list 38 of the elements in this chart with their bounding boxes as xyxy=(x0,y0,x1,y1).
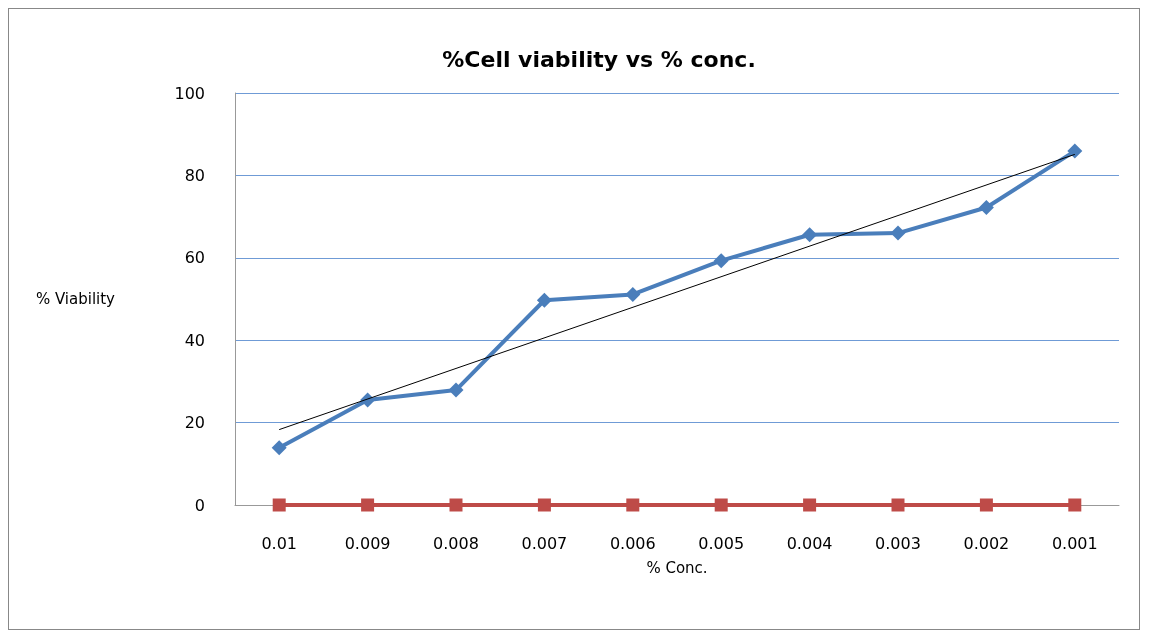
y-tick-label: 20 xyxy=(184,413,205,433)
point xyxy=(891,498,905,512)
point xyxy=(1067,143,1083,159)
point xyxy=(537,498,551,512)
x-axis-title: % Conc. xyxy=(646,558,708,577)
x-tick-label: 0.007 xyxy=(521,533,568,553)
x-tick-label: 0.001 xyxy=(1051,533,1098,553)
point xyxy=(713,253,729,269)
x-tick-label: 0.005 xyxy=(698,533,745,553)
y-tick-label: 40 xyxy=(184,330,205,350)
x-tick-label: 0.01 xyxy=(261,533,298,553)
point xyxy=(625,286,641,302)
point xyxy=(271,440,287,456)
y-tick-label: 80 xyxy=(184,165,205,185)
point xyxy=(449,498,463,512)
x-tick-label: 0.003 xyxy=(875,533,921,553)
point xyxy=(978,200,994,216)
point xyxy=(272,498,286,512)
x-tick-label: 0.006 xyxy=(609,533,656,553)
chart-title: %Cell viability vs % conc. xyxy=(442,46,756,72)
point xyxy=(714,498,728,512)
point xyxy=(361,498,375,512)
y-tick-label: 60 xyxy=(184,248,205,268)
y-axis-title: % Viability xyxy=(35,290,116,308)
point xyxy=(1068,498,1082,512)
point xyxy=(536,292,552,308)
x-tick-label: 0.009 xyxy=(344,533,391,553)
y-tick-label: 0 xyxy=(194,495,205,515)
point xyxy=(803,498,817,512)
x-tick-label: 0.004 xyxy=(786,533,833,553)
x-tick-label: 0.002 xyxy=(963,533,1010,553)
x-tick-label: 0.008 xyxy=(433,533,479,553)
y-tick-label: 100 xyxy=(174,83,205,103)
point xyxy=(802,227,818,243)
point xyxy=(448,382,464,398)
point xyxy=(890,225,906,241)
point xyxy=(979,498,993,512)
point xyxy=(626,498,640,512)
